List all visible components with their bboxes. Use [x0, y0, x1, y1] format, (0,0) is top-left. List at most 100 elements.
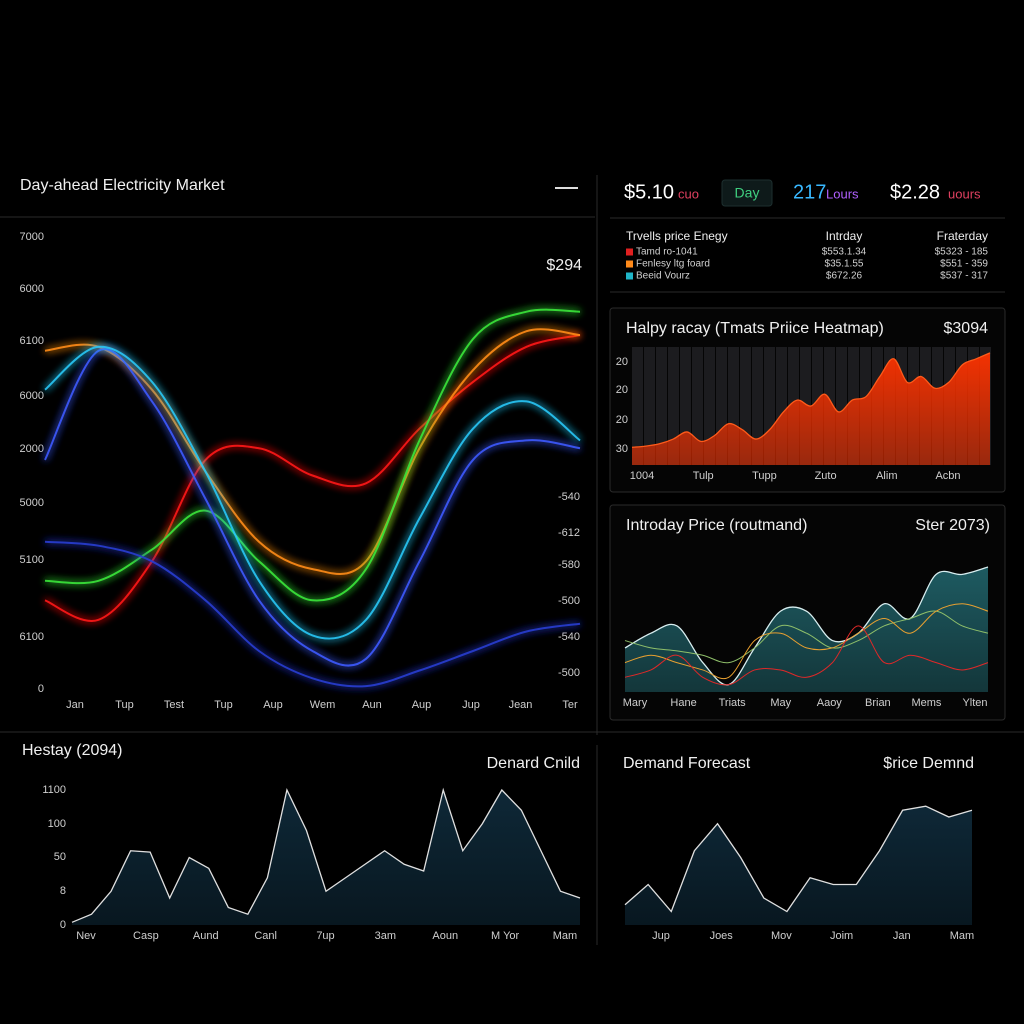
series-line	[624, 625, 989, 686]
x-axis-label: Joes	[710, 930, 734, 942]
series-line	[44, 348, 581, 667]
y2-axis-label: -612	[558, 527, 580, 539]
y2-axis-label: -540	[558, 491, 580, 503]
heatmap-stripe	[704, 347, 715, 465]
kpi-unit: Lours	[826, 186, 859, 201]
y2-axis-label: -500	[558, 595, 580, 607]
x-axis-label: Mary	[623, 697, 648, 709]
series-area	[632, 352, 990, 465]
x-axis-label: Jean	[509, 699, 533, 711]
y-axis-label: 6000	[20, 283, 44, 295]
chart-title: Hestay (2094)	[22, 742, 123, 759]
kpi-value: 217	[793, 181, 826, 203]
chart-annotation: Denard Cnild	[487, 755, 580, 772]
x-axis-label: Tup	[214, 699, 233, 711]
y-axis-label: 6000	[20, 390, 44, 402]
kpi-value: $2.28	[890, 181, 940, 203]
table-cell: $537 - 317	[940, 271, 988, 282]
y-axis-label: 30	[616, 443, 628, 455]
x-axis-label: Wem	[310, 699, 335, 711]
x-axis-label: Aaoy	[817, 697, 843, 709]
day-button[interactable]	[721, 179, 773, 207]
heatmap-stripe	[632, 347, 643, 465]
heatmap-stripe	[656, 347, 667, 465]
y-axis-label: 6100	[20, 335, 44, 347]
x-axis-label: Casp	[133, 930, 159, 942]
series-line	[44, 308, 581, 602]
series-line	[624, 805, 973, 913]
y-axis-label: 6100	[20, 631, 44, 643]
y-axis-label: 5000	[20, 497, 44, 509]
table-header: Intrday	[826, 229, 863, 243]
x-axis-label: Mam	[553, 930, 577, 942]
y-axis-label: 20	[616, 414, 628, 426]
legend-swatch	[626, 248, 633, 256]
chart-title: Demand Forecast	[623, 755, 751, 772]
heatmap-stripe	[692, 347, 703, 465]
x-axis-label: Canl	[254, 930, 277, 942]
heatmap-stripe	[752, 347, 763, 465]
x-axis-label: Ter	[562, 699, 578, 711]
heatmap-stripe	[776, 347, 787, 465]
x-axis-label: Tulp	[693, 470, 714, 482]
y-axis-label: 8	[60, 885, 66, 897]
y-axis-label: 20	[616, 384, 628, 396]
series-area	[625, 806, 972, 925]
heatmap-stripe	[644, 347, 655, 465]
table-cell: Beeid Vourz	[636, 271, 690, 282]
y-axis-label: 0	[38, 683, 44, 695]
series-line	[71, 787, 581, 923]
heatmap-stripe	[668, 347, 679, 465]
x-axis-label: Tupp	[752, 470, 777, 482]
y2-axis-label: -580	[558, 559, 580, 571]
x-axis-label: Jup	[652, 930, 670, 942]
series-line	[44, 540, 581, 688]
table-cell: $553.1.34	[822, 247, 867, 258]
x-axis-label: Aund	[193, 930, 219, 942]
series-line	[624, 610, 989, 664]
x-axis-label: Jup	[462, 699, 480, 711]
x-axis-label: Nev	[76, 930, 96, 942]
y2-axis-label: -540	[558, 631, 580, 643]
x-axis-label: M Yor	[491, 930, 519, 942]
table-cell: $551 - 359	[940, 259, 988, 270]
series-line	[624, 603, 989, 680]
button-label[interactable]: Day	[735, 185, 760, 201]
table-cell: $5323 - 185	[935, 247, 989, 258]
kpi-unit: uours	[948, 186, 981, 201]
y-axis-label: 7000	[20, 231, 44, 243]
kpi-value: $5.10	[624, 181, 674, 203]
x-axis-label: Jan	[893, 930, 911, 942]
legend-swatch	[626, 260, 633, 268]
series-line	[624, 566, 989, 686]
x-axis-label: 3am	[375, 930, 396, 942]
table-cell: $35.1.55	[825, 259, 864, 270]
series-line	[44, 328, 581, 575]
table-header: Fraterday	[937, 229, 988, 243]
x-axis-label: Zuto	[815, 470, 837, 482]
x-axis-label: Mam	[950, 930, 974, 942]
heatmap-stripe	[740, 347, 751, 465]
chart-title: Day-ahead Electricity Market	[20, 177, 225, 194]
chart-annotation: $294	[546, 257, 582, 274]
table-cell: $672.26	[826, 271, 863, 282]
x-axis-label: Jan	[66, 699, 84, 711]
heatmap-stripe	[764, 347, 775, 465]
y-axis-label: 20	[616, 356, 628, 368]
heatmap-stripe	[680, 347, 691, 465]
x-axis-label: 7up	[316, 930, 334, 942]
series-area	[72, 790, 580, 925]
heatmap-stripe	[728, 347, 739, 465]
x-axis-label: Triats	[719, 697, 747, 709]
series-line	[631, 352, 991, 448]
x-axis-label: Tup	[115, 699, 134, 711]
chart-title: Introday Price (routmand)	[626, 517, 807, 534]
x-axis-label: Mems	[911, 697, 941, 709]
x-axis-label: Ylten	[962, 697, 987, 709]
x-axis-label: Joim	[830, 930, 853, 942]
table-header: Trvells price Enegy	[626, 229, 728, 243]
y-axis-label: 0	[60, 919, 66, 931]
x-axis-label: May	[770, 697, 791, 709]
y-axis-label: 50	[54, 851, 66, 863]
